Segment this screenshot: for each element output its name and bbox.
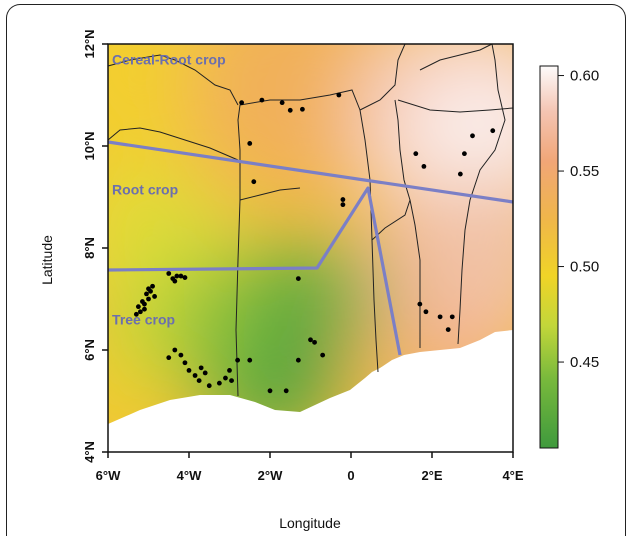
sample-point bbox=[227, 368, 232, 373]
colorbar-tick-label: 0.55 bbox=[570, 163, 599, 180]
sample-point bbox=[196, 378, 202, 383]
zone-label: Root crop bbox=[112, 181, 178, 197]
sample-point bbox=[178, 352, 184, 358]
y-tick-label: 12°N bbox=[82, 29, 97, 58]
sample-point bbox=[437, 314, 443, 320]
sample-point bbox=[267, 388, 273, 394]
sample-point bbox=[135, 304, 141, 310]
y-axis: 4°N 6°N 8°N 10°N 12°N bbox=[82, 29, 108, 463]
sample-points bbox=[133, 92, 496, 394]
sample-point bbox=[320, 352, 326, 358]
zone-labels: Cereal-Root crop Root crop Tree crop bbox=[112, 51, 226, 327]
x-tick-label: 6°W bbox=[96, 468, 121, 483]
colorbar-tick-label: 0.60 bbox=[570, 68, 599, 85]
sample-point bbox=[295, 276, 301, 281]
sample-point bbox=[300, 106, 305, 112]
x-tick-label: 2°E bbox=[421, 468, 442, 483]
y-axis-title: Latitude bbox=[39, 235, 55, 285]
sample-point bbox=[283, 388, 289, 394]
x-axis: 6°W 4°W 2°W 0 2°E 4°E bbox=[96, 452, 524, 483]
colorbar-tick-label: 0.45 bbox=[570, 354, 599, 371]
colorbar bbox=[539, 65, 559, 449]
sample-point bbox=[295, 357, 301, 363]
sample-point bbox=[457, 171, 463, 177]
sample-point bbox=[287, 107, 293, 113]
sample-point bbox=[279, 100, 285, 106]
sample-point bbox=[423, 309, 429, 315]
sample-point bbox=[152, 294, 157, 299]
prediction-surface bbox=[108, 44, 513, 452]
sample-point bbox=[449, 314, 455, 320]
sample-point bbox=[166, 355, 172, 361]
sample-point bbox=[259, 97, 265, 103]
sample-point bbox=[308, 337, 313, 343]
sample-point bbox=[336, 92, 342, 98]
sample-point bbox=[445, 327, 451, 332]
sample-point bbox=[229, 378, 234, 383]
ocean-mask bbox=[108, 330, 513, 453]
sample-point bbox=[142, 306, 147, 312]
sample-point bbox=[170, 276, 176, 281]
sample-point bbox=[133, 311, 139, 317]
x-tick-label: 4°W bbox=[177, 468, 202, 483]
sample-point bbox=[182, 275, 188, 280]
x-tick-label: 2°W bbox=[258, 468, 283, 483]
sample-point bbox=[340, 202, 346, 208]
root-tree-boundary bbox=[107, 186, 402, 356]
sample-point bbox=[150, 283, 155, 289]
sample-point bbox=[174, 273, 180, 279]
y-tick-label: 8°N bbox=[82, 237, 97, 259]
colorbar-ticks: 0.60 0.55 0.50 0.45 bbox=[558, 68, 599, 371]
sample-point bbox=[247, 141, 253, 146]
sample-point bbox=[192, 373, 198, 378]
figure-frame bbox=[6, 4, 626, 536]
sample-point bbox=[144, 291, 149, 297]
sample-point bbox=[146, 296, 151, 302]
sample-point bbox=[413, 151, 419, 157]
x-tick-label: 0 bbox=[347, 468, 354, 483]
sample-point bbox=[421, 164, 427, 169]
y-tick-label: 4°N bbox=[82, 441, 97, 463]
sample-point bbox=[417, 301, 423, 307]
sample-point bbox=[206, 383, 212, 389]
sample-point bbox=[142, 301, 147, 307]
sample-point bbox=[251, 179, 257, 185]
sample-point bbox=[182, 360, 188, 366]
sample-point bbox=[312, 339, 317, 345]
cereal-root-boundary bbox=[107, 140, 514, 204]
sample-point bbox=[235, 357, 241, 363]
sample-point bbox=[138, 309, 143, 315]
sample-point bbox=[186, 368, 192, 373]
x-tick-label: 4°E bbox=[502, 468, 523, 483]
sample-point bbox=[462, 151, 467, 157]
sample-point bbox=[490, 128, 496, 134]
zone-boundaries bbox=[107, 140, 514, 356]
sample-point bbox=[178, 273, 184, 279]
sample-point bbox=[166, 271, 172, 276]
sample-point bbox=[216, 380, 222, 386]
sample-point bbox=[172, 347, 178, 353]
sample-point bbox=[247, 357, 253, 363]
y-tick-label: 10°N bbox=[82, 131, 97, 160]
sample-point bbox=[470, 133, 475, 139]
sample-point bbox=[146, 286, 151, 292]
sample-point bbox=[198, 365, 204, 371]
country-borders bbox=[107, 43, 514, 397]
sample-point bbox=[223, 375, 228, 381]
sample-point bbox=[202, 370, 208, 376]
zone-label: Cereal-Root crop bbox=[112, 51, 226, 67]
y-tick-label: 6°N bbox=[82, 339, 97, 361]
colorbar-tick-label: 0.50 bbox=[570, 259, 599, 276]
sample-point bbox=[340, 197, 346, 202]
sample-point bbox=[239, 100, 245, 106]
x-axis-title: Longitude bbox=[279, 515, 341, 531]
zone-label: Tree crop bbox=[112, 312, 175, 328]
